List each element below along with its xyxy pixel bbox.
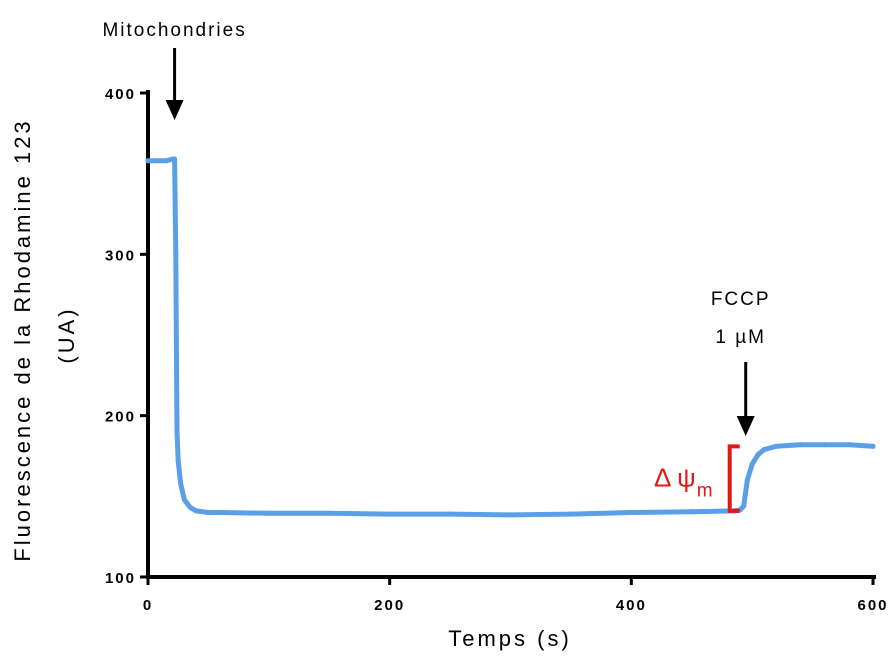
data-point bbox=[749, 461, 755, 467]
data-point bbox=[773, 443, 779, 449]
data-point bbox=[508, 512, 513, 518]
data-point bbox=[326, 510, 332, 516]
data-point bbox=[266, 510, 272, 516]
data-point bbox=[846, 442, 852, 448]
data-point bbox=[822, 442, 828, 448]
annotation-fccp-label: FCCP bbox=[711, 289, 771, 310]
data-point bbox=[151, 158, 157, 164]
data-point bbox=[173, 251, 179, 257]
data-point bbox=[689, 509, 695, 515]
data-point bbox=[628, 509, 634, 515]
x-tick-label: 0 bbox=[143, 597, 153, 614]
data-point bbox=[163, 158, 169, 164]
data-point bbox=[755, 451, 761, 457]
y-axis-title-line1: Fluorescence de la Rhodamine 123 bbox=[10, 118, 35, 561]
ticks: 0 200 400 600 100 200 300 400 bbox=[105, 86, 888, 614]
annotation-mitochondria-arrow bbox=[165, 48, 184, 120]
annotation-fccp-arrow bbox=[736, 362, 755, 436]
data-point bbox=[744, 477, 750, 483]
annotation-mitochondria-label: Mitochondries bbox=[102, 20, 246, 41]
y-tick-label: 300 bbox=[105, 247, 136, 264]
annotation-delta-bracket bbox=[727, 444, 740, 513]
data-point bbox=[175, 458, 181, 464]
annotation-delta-psi-label: Δ ψ bbox=[654, 463, 696, 493]
data-point bbox=[761, 447, 767, 453]
x-tick-label: 600 bbox=[857, 597, 888, 614]
data-point bbox=[387, 511, 393, 517]
series-points bbox=[145, 156, 876, 518]
data-point bbox=[218, 509, 223, 515]
data-point bbox=[447, 511, 453, 517]
annotation-fccp-concentration: 1 µM bbox=[715, 327, 766, 348]
data-point bbox=[145, 158, 151, 164]
data-point bbox=[193, 508, 199, 514]
x-tick-label: 200 bbox=[374, 597, 405, 614]
data-point bbox=[798, 442, 803, 448]
data-point bbox=[568, 511, 574, 517]
data-point bbox=[741, 503, 747, 509]
data-point bbox=[205, 509, 211, 515]
data-point bbox=[181, 497, 187, 503]
y-axis-title-line2: (UA) bbox=[54, 306, 79, 363]
data-point bbox=[174, 429, 180, 435]
y-tick-label: 400 bbox=[105, 86, 136, 103]
y-tick-label: 100 bbox=[105, 570, 136, 587]
data-point bbox=[157, 158, 163, 164]
y-tick-label: 200 bbox=[105, 409, 136, 426]
data-point bbox=[870, 443, 876, 449]
annotation-delta-psi-subscript: m bbox=[697, 481, 713, 502]
x-tick-label: 400 bbox=[616, 597, 647, 614]
data-point bbox=[172, 156, 178, 162]
data-point bbox=[178, 480, 184, 486]
data-point bbox=[187, 505, 193, 511]
x-axis-title: Temps (s) bbox=[448, 626, 572, 651]
